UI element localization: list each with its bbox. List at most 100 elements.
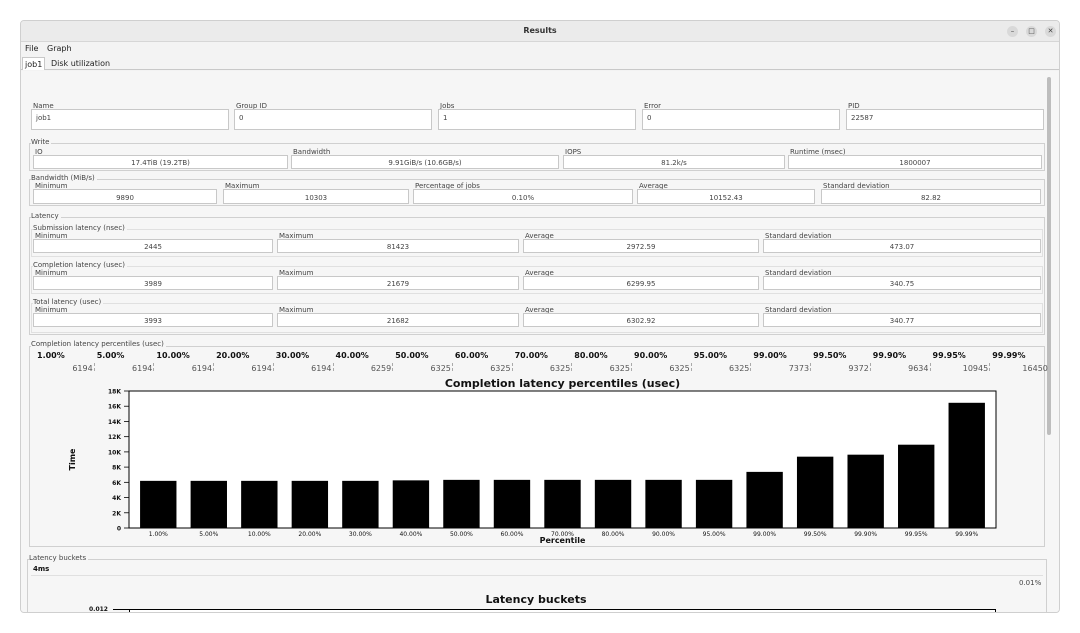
job-group-id-field[interactable]: 0	[234, 109, 432, 130]
latency-minimum-field[interactable]: 2445	[33, 239, 273, 253]
latency-buckets-legend: Latency buckets	[29, 554, 89, 562]
percentile-divider	[392, 363, 394, 371]
percentile-value: 6325	[729, 364, 750, 373]
percentile-value: 6325	[490, 364, 511, 373]
percentile-label: 30.00%	[275, 351, 310, 360]
latency-average-label: Average	[525, 269, 556, 277]
percentile-value: 9634	[908, 364, 929, 373]
latency-average-field[interactable]: 6302.92	[523, 313, 759, 327]
chart-y-tick-label: 18K	[108, 389, 121, 396]
percentiles-legend: Completion latency percentiles (usec)	[31, 340, 166, 348]
chart-y-tick-label: 12K	[108, 434, 121, 441]
latency-maximum-value: 21679	[386, 280, 410, 288]
job-jobs-field[interactable]: 1	[438, 109, 636, 130]
bandwidth-average-label: Average	[639, 182, 670, 190]
close-icon[interactable]: ✕	[1045, 26, 1056, 37]
percentile-label: 50.00%	[395, 351, 429, 360]
write-bandwidth-value: 9.91GiB/s (10.6GB/s)	[388, 159, 462, 167]
vertical-scrollbar[interactable]	[1047, 77, 1051, 435]
percentile-label: 1.00%	[37, 351, 65, 360]
minimize-icon[interactable]: –	[1007, 26, 1018, 37]
chart-bar	[291, 480, 329, 528]
latency-standard-deviation-field[interactable]: 340.77	[763, 313, 1041, 327]
chart-bar	[241, 480, 278, 528]
percentile-label: 40.00%	[335, 351, 369, 360]
latency-maximum-field[interactable]: 21682	[277, 313, 519, 327]
latency-standard-deviation-value: 340.77	[889, 317, 915, 325]
bandwidth-maximum-field[interactable]: 10303	[223, 189, 409, 204]
bucket-label: 4ms	[33, 565, 52, 573]
percentile-label: 60.00%	[454, 351, 489, 360]
percentile-value: 6325	[669, 364, 690, 373]
chart-x-tick-label: 30.00%	[349, 531, 372, 538]
chart-x-tick-label: 99.95%	[905, 531, 928, 538]
job-error-label: Error	[644, 102, 664, 110]
write-iops-field[interactable]: 81.2k/s	[563, 155, 785, 169]
job-pid-value: 22587	[851, 114, 874, 122]
chart-title: Completion latency percentiles (usec)	[445, 377, 680, 390]
latency-minimum-field[interactable]: 3993	[33, 313, 273, 327]
chart-bar	[695, 479, 733, 528]
latency-average-value: 6299.95	[626, 280, 656, 288]
percentile-divider	[451, 363, 453, 371]
buckets-plot-area	[129, 609, 996, 612]
maximize-icon[interactable]: □	[1026, 26, 1037, 37]
latency-group	[29, 217, 1045, 335]
job-jobs-label: Jobs	[440, 102, 457, 110]
chart-x-tick-label: 99.99%	[955, 531, 978, 538]
write-io-field[interactable]: 17.4TiB (19.2TB)	[33, 155, 288, 169]
menu-bar: File Graph	[21, 43, 1059, 56]
job-pid-label: PID	[848, 102, 862, 110]
percentile-value: 16450	[1022, 364, 1048, 373]
job-pid-field[interactable]: 22587	[846, 109, 1044, 130]
chart-y-tick-label: 6K	[112, 480, 121, 487]
percentile-divider	[631, 363, 632, 371]
chart-y-tick-label: 0	[117, 526, 121, 533]
latency-minimum-label: Minimum	[35, 269, 70, 277]
bandwidth-average-field[interactable]: 10152.43	[637, 189, 815, 204]
latency-average-label: Average	[525, 232, 556, 240]
chart-x-tick-label: 99.50%	[804, 531, 827, 538]
latency-maximum-field[interactable]: 81423	[277, 239, 519, 253]
menu-file[interactable]: File	[25, 44, 39, 53]
chart-bar	[190, 480, 227, 528]
tab-disk-utilization[interactable]: Disk utilization	[51, 59, 111, 68]
bandwidth-percentage-of-jobs-field[interactable]: 0.10%	[413, 189, 633, 204]
bandwidth-standard-deviation-field[interactable]: 82.82	[821, 189, 1041, 204]
chart-bar	[898, 444, 935, 528]
write-runtime-msec--field[interactable]: 1800007	[788, 155, 1042, 169]
write-runtime-msec--value: 1800007	[899, 159, 931, 167]
chart-bar	[544, 479, 581, 528]
results-window: Results – □ ✕ File Graph job1 Disk utili…	[20, 20, 1060, 613]
chart-x-tick-label: 1.00%	[149, 531, 168, 538]
tab-job1[interactable]: job1	[22, 57, 46, 70]
job-group-id-value: 0	[239, 114, 244, 122]
chart-bar	[443, 479, 480, 528]
latency-average-field[interactable]: 2972.59	[523, 239, 759, 253]
chart-x-axis-label: Percentile	[540, 536, 586, 545]
job-error-field[interactable]: 0	[642, 109, 840, 130]
chart-y-tick-label: 10K	[108, 449, 121, 456]
latency-standard-deviation-field[interactable]: 340.75	[763, 276, 1041, 290]
chart-bar	[746, 471, 783, 528]
menu-graph[interactable]: Graph	[47, 44, 72, 53]
percentile-divider	[332, 363, 334, 371]
latency-standard-deviation-label: Standard deviation	[765, 269, 834, 277]
percentile-label: 5.00%	[96, 351, 125, 360]
chart-bar	[948, 402, 985, 528]
latency-minimum-field[interactable]: 3989	[33, 276, 273, 290]
latency-average-field[interactable]: 6299.95	[523, 276, 759, 290]
percentile-divider	[810, 363, 812, 371]
bandwidth-minimum-field[interactable]: 9890	[33, 189, 217, 204]
bandwidth-maximum-value: 10303	[304, 194, 328, 202]
tab-bar: job1 Disk utilization	[21, 57, 1059, 70]
job-name-field[interactable]: job1	[31, 109, 229, 130]
chart-x-tick-label: 50.00%	[450, 531, 473, 538]
chart-bar	[594, 479, 632, 528]
percentile-value: 6194	[311, 364, 332, 373]
latency-maximum-field[interactable]: 21679	[277, 276, 519, 290]
latency-standard-deviation-field[interactable]: 473.07	[763, 239, 1041, 253]
latency-minimum-label: Minimum	[35, 306, 70, 314]
write-bandwidth-field[interactable]: 9.91GiB/s (10.6GB/s)	[291, 155, 559, 169]
percentiles-chart: Completion latency percentiles (usec) Tim…	[68, 377, 997, 545]
